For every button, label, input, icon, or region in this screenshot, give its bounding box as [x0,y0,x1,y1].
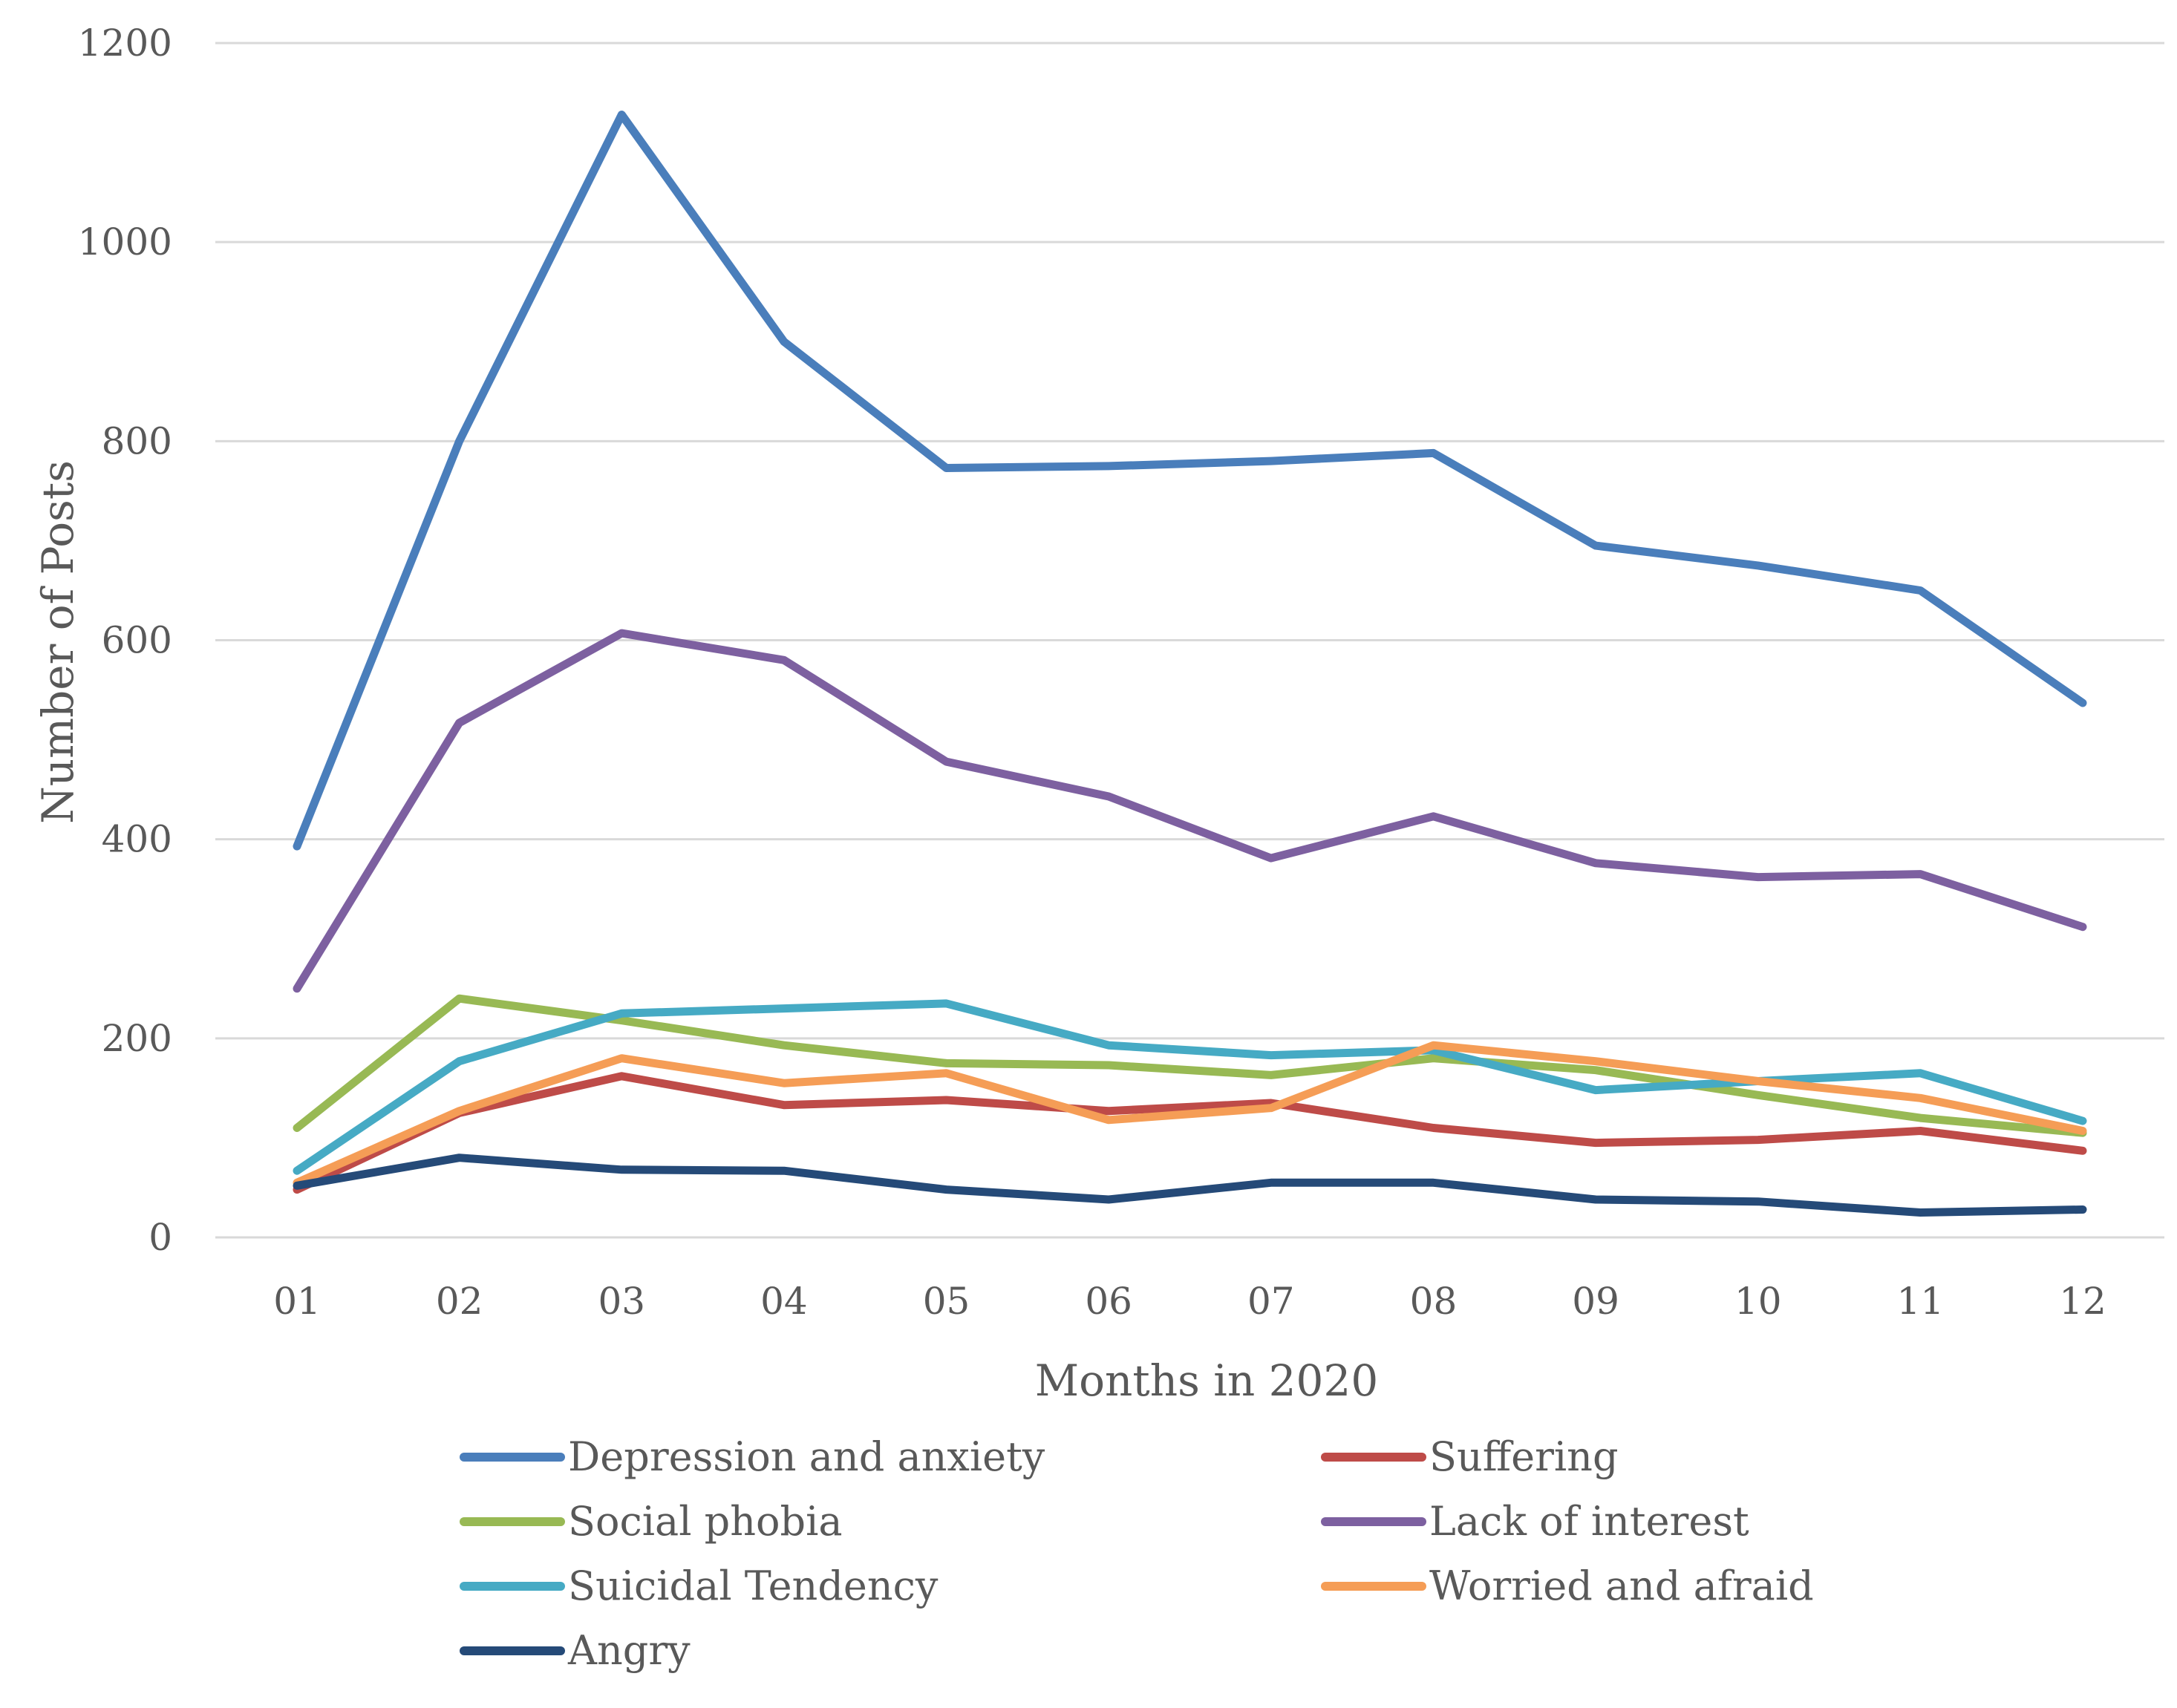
legend-item-lack-of-interest: Lack of interest [1321,1498,1749,1545]
legend-label: Depression and anxiety [568,1433,1045,1480]
legend-item-worried-and-afraid: Worried and afraid [1321,1563,1814,1609]
series-line-suicidal-tendency [293,999,2087,1175]
x-tick-label: 05 [923,1280,970,1323]
x-tick-label: 04 [760,1280,808,1323]
y-axis-ticks: 0 200 400 600 800 1000 1200 [78,22,172,1259]
legend: Depression and anxiety Suffering Social ph… [460,1433,1814,1674]
legend-item-suffering: Suffering [1321,1433,1619,1480]
y-tick-label: 1000 [78,220,172,264]
legend-label: Social phobia [568,1498,843,1545]
gridlines [215,42,2164,1239]
y-tick-label: 400 [102,818,172,861]
legend-item-angry: Angry [460,1627,691,1674]
series-line-suffering [293,1072,2087,1194]
x-tick-label: 09 [1572,1280,1619,1323]
series-line-worried-and-afraid [293,1041,2087,1187]
legend-item-suicidal-tendency: Suicidal Tendency [460,1563,939,1609]
x-tick-label: 08 [1410,1280,1458,1323]
legend-label: Worried and afraid [1429,1563,1814,1609]
legend-label: Angry [567,1627,691,1674]
legend-label: Suicidal Tendency [568,1563,939,1609]
y-tick-label: 200 [102,1017,172,1060]
x-tick-label: 02 [436,1280,483,1323]
y-tick-label: 800 [102,419,172,462]
x-tick-label: 11 [1897,1280,1945,1323]
legend-item-social-phobia: Social phobia [460,1498,843,1545]
legend-label: Lack of interest [1429,1498,1749,1545]
series-lines [293,111,2087,1217]
series-line-angry [293,1154,2087,1217]
x-axis-ticks: 01 02 03 04 05 06 07 08 09 10 11 12 [273,1280,2106,1323]
y-tick-label: 1200 [78,22,172,65]
y-tick-label: 600 [102,619,172,662]
y-tick-label: 0 [148,1216,172,1259]
x-tick-label: 01 [273,1280,321,1323]
series-line-social-phobia [293,994,2087,1137]
x-tick-label: 07 [1247,1280,1295,1323]
y-axis-title: Number of Posts [33,460,83,824]
x-tick-label: 03 [598,1280,645,1323]
series-line-depression-and-anxiety [293,111,2087,851]
x-tick-label: 10 [1734,1280,1782,1323]
x-tick-label: 06 [1085,1280,1132,1323]
x-axis-title: Months in 2020 [1035,1355,1378,1406]
legend-label: Suffering [1429,1433,1619,1480]
x-tick-label: 12 [2059,1280,2106,1323]
series-line-lack-of-interest [293,629,2087,993]
legend-item-depression-and-anxiety: Depression and anxiety [460,1433,1045,1480]
